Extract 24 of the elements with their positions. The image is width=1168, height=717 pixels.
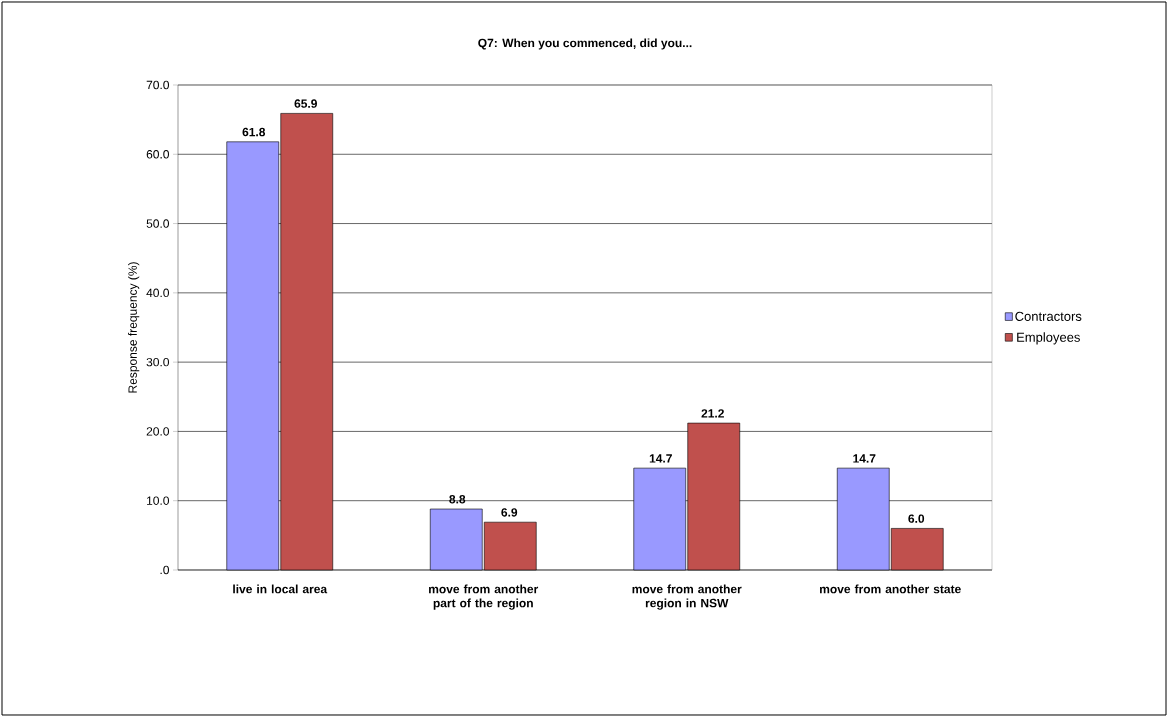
x-tick-label: move from another part of the region	[429, 584, 539, 610]
data-label: 14.7	[853, 454, 876, 463]
data-label: 65.9	[294, 99, 317, 108]
y-tick-label: 60.0	[146, 150, 170, 159]
legend-label: Employees	[1017, 332, 1080, 345]
data-label: 8.8	[449, 494, 466, 504]
y-tick-label: 40.0	[146, 288, 170, 298]
data-label: 14.7	[649, 454, 672, 463]
y-axis-title: Response frequency (%)	[128, 262, 140, 393]
y-tick-label: 10.0	[147, 496, 170, 505]
data-label: 21.2	[701, 409, 724, 418]
y-tick-label: 30.0	[146, 357, 170, 367]
x-tick-label: move from another region in NSW	[632, 584, 742, 610]
y-tick-label: 50.0	[146, 219, 170, 228]
y-tick-label: 70.0	[146, 80, 170, 90]
chart-title: Q7: When you commenced, did you...	[478, 38, 692, 50]
y-tick-label: 20.0	[146, 427, 170, 436]
x-tick-label: live in local area	[233, 584, 328, 594]
legend-label: Contractors	[1015, 311, 1082, 321]
y-tick-label: .0	[160, 565, 170, 575]
data-label: 6.0	[908, 514, 925, 523]
data-label: 61.8	[242, 127, 266, 137]
x-tick-label: move from another state	[820, 584, 961, 594]
data-label: 6.9	[501, 508, 518, 517]
